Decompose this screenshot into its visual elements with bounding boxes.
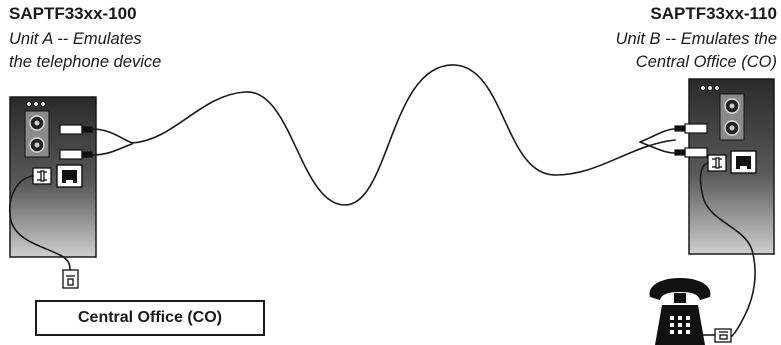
unit-a-rca-lead-bottom: [91, 143, 133, 156]
unit-a-model-title: SAPTF33xx-100: [9, 4, 137, 23]
unit-b-phone-cord: [699, 162, 756, 337]
co-rj11-plug-icon: [62, 269, 79, 289]
main-cable: [131, 64, 676, 206]
unit-a-bnc-jacks: [24, 110, 50, 158]
unit-a-description-line2: the telephone device: [9, 53, 162, 71]
unit-b-bnc-jacks: [719, 93, 745, 141]
unit-a-device: [9, 96, 97, 258]
unit-a-phone-cord: [8, 175, 71, 271]
central-office-label: Central Office (CO): [77, 309, 222, 326]
unit-b-model-title: SAPTF33xx-110: [650, 4, 777, 23]
unit-b-rj11-jack-icon: [730, 150, 757, 174]
telephone-icon: [649, 278, 715, 345]
phone-rj11-plug-icon: [714, 328, 732, 343]
unit-b-rca-lead-top: [639, 128, 676, 143]
unit-b-rca-connector-icon-bottom: [674, 147, 708, 158]
unit-b-rca-connector-icon-top: [674, 123, 708, 134]
unit-b-description-line2: Central Office (CO): [635, 53, 777, 71]
unit-a-rj11-jack-icon: [56, 164, 83, 188]
unit-b-description-line1: Unit B -- Emulates the: [615, 30, 777, 48]
unit-b-leds: [700, 85, 720, 91]
central-office-box: Central Office (CO): [35, 300, 265, 336]
unit-a-description-line1: Unit A -- Emulates: [9, 30, 142, 48]
unit-a-rca-lead-top: [91, 128, 133, 144]
unit-b-rca-lead-bottom: [639, 141, 676, 154]
unit-b-rj11-plug-icon: [707, 154, 727, 172]
unit-a-rj11-plug-icon: [32, 167, 52, 185]
unit-a-leds: [26, 101, 46, 107]
